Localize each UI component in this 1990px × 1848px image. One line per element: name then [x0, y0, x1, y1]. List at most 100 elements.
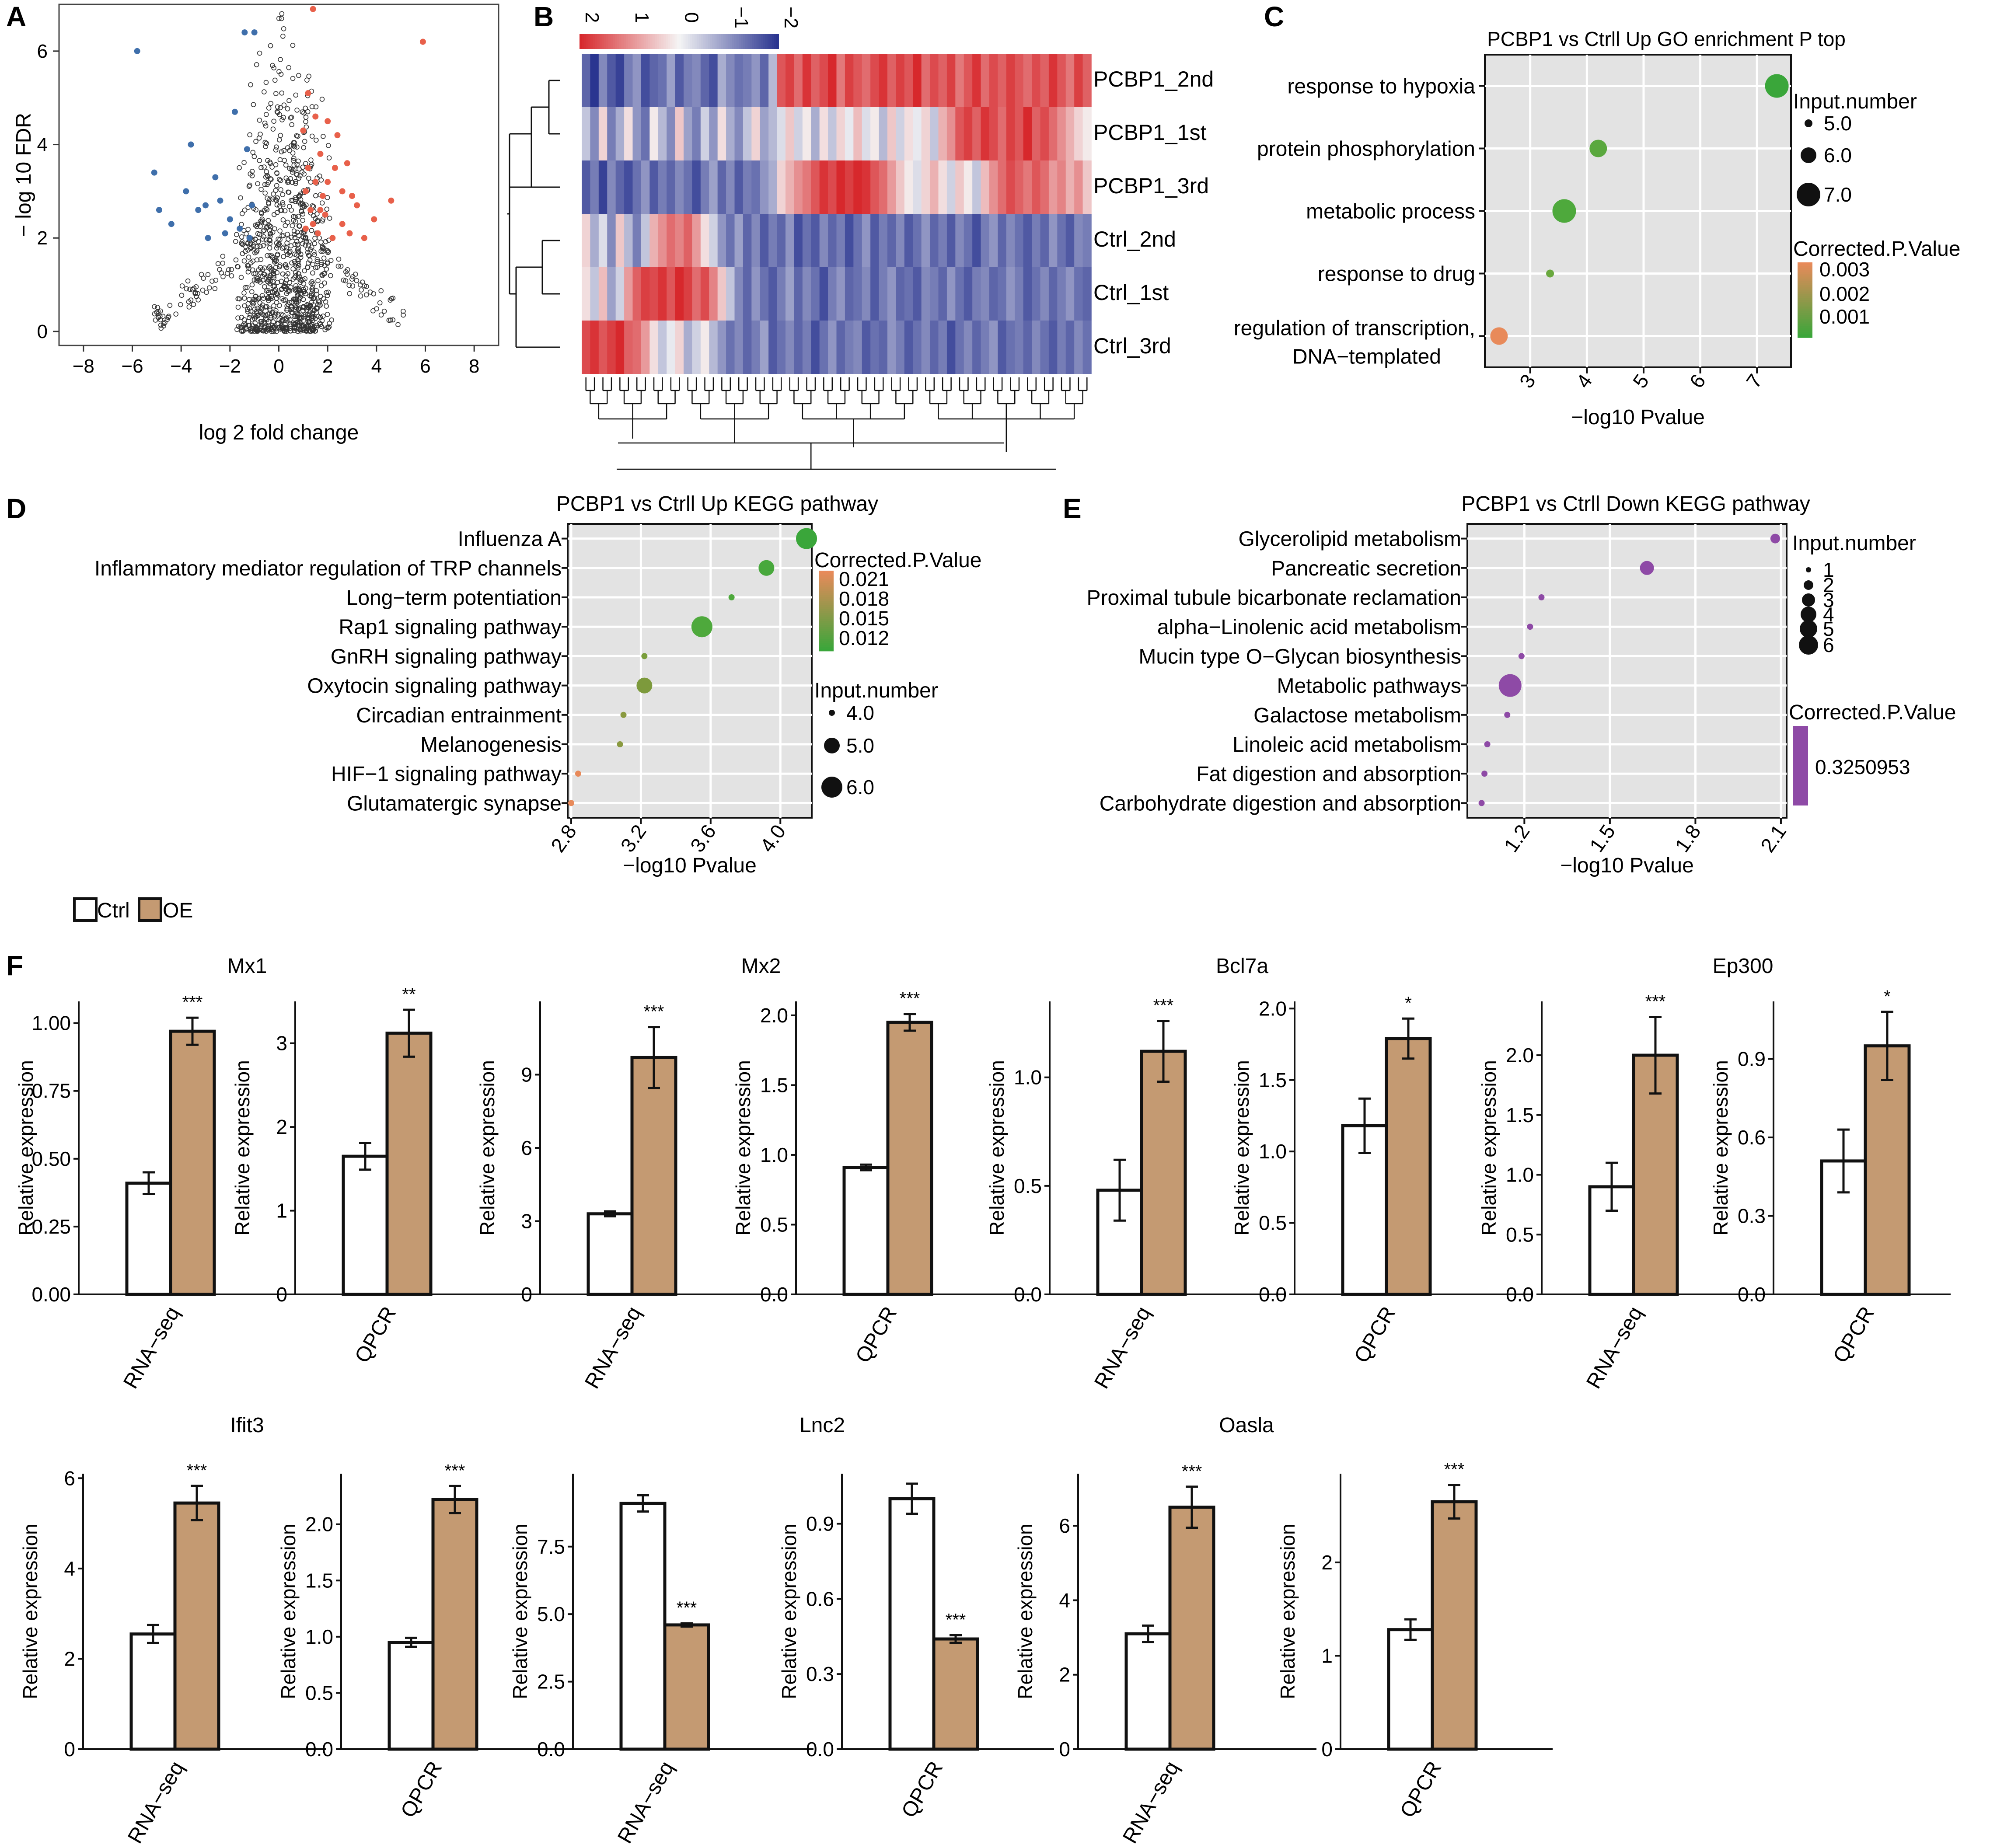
ns-gene-point	[271, 273, 276, 279]
ns-gene-point	[290, 198, 296, 203]
ns-gene-point	[173, 311, 179, 317]
color-legend-cell	[1798, 305, 1812, 308]
ns-gene-point	[252, 271, 258, 276]
heat-cell	[853, 267, 862, 321]
oe-bar	[1385, 1037, 1432, 1296]
y-tick-label: 0.0	[760, 1283, 788, 1306]
y-tick-label: 1.5	[1506, 1104, 1534, 1126]
heat-cell	[1065, 321, 1075, 374]
ns-gene-point	[268, 101, 274, 106]
heat-cell	[743, 160, 752, 214]
ns-gene-point	[257, 50, 262, 56]
ns-gene-point	[195, 291, 200, 296]
ns-gene-point	[296, 73, 301, 78]
gene-title: Lnc2	[799, 1414, 845, 1437]
y-tick-label: 2	[1059, 1663, 1070, 1686]
heat-cell	[946, 267, 956, 321]
heat-legend-cell	[767, 34, 770, 49]
down-gene-point	[244, 146, 250, 153]
ns-gene-point	[353, 272, 358, 277]
heat-cell	[590, 107, 599, 160]
heat-legend-cell	[685, 34, 688, 49]
ns-gene-point	[272, 325, 277, 330]
ns-gene-point	[292, 235, 297, 241]
ns-gene-point	[301, 287, 307, 292]
y-tick-label: 0.6	[806, 1587, 834, 1610]
ns-gene-point	[277, 228, 283, 234]
ns-gene-point	[287, 148, 292, 153]
color-legend-title: Corrected.P.Value	[1789, 701, 1956, 724]
heat-cell	[667, 267, 676, 321]
color-legend-cell	[1798, 326, 1812, 329]
ns-gene-point	[158, 322, 164, 328]
ns-gene-point	[162, 320, 168, 325]
ns-gene-point	[274, 300, 279, 305]
y-tick-label: 0.5	[305, 1681, 333, 1704]
heat-cell	[921, 321, 930, 374]
ns-gene-point	[300, 296, 306, 302]
ns-gene-point	[252, 307, 258, 312]
ns-gene-point	[335, 263, 341, 269]
ns-gene-point	[255, 231, 261, 237]
ns-gene-point	[213, 278, 219, 283]
ns-gene-point	[317, 321, 322, 326]
ns-gene-point	[267, 231, 273, 237]
heat-cell	[930, 54, 939, 107]
term-label: Pancreatic secretion	[1271, 557, 1461, 580]
ns-gene-point	[271, 303, 276, 309]
y-axis-label: Relative expression	[778, 1524, 800, 1699]
ns-gene-point	[273, 162, 279, 167]
ns-gene-point	[166, 314, 171, 319]
color-legend-label: 0.002	[1819, 282, 1870, 305]
ns-gene-point	[285, 180, 290, 185]
y-tick-label: 3	[276, 1032, 287, 1055]
up-gene-point	[305, 164, 311, 171]
heat-cell	[972, 107, 981, 160]
y-tick-label: 9	[521, 1063, 532, 1086]
ns-gene-point	[293, 92, 299, 98]
gene-title: Mx1	[227, 955, 267, 978]
up-gene-point	[325, 179, 331, 185]
ns-gene-point	[312, 236, 318, 241]
heat-cell	[1048, 321, 1058, 374]
ctrl-bar	[888, 1497, 936, 1751]
enrichment-point	[1527, 624, 1533, 630]
ns-gene-point	[235, 315, 241, 321]
ns-gene-point	[288, 115, 293, 121]
heat-cell	[938, 214, 947, 267]
ctrl-bar	[342, 1154, 389, 1296]
ns-gene-point	[264, 173, 270, 178]
heat-cell	[930, 160, 939, 214]
ns-gene-point	[390, 317, 396, 323]
ns-gene-point	[252, 236, 258, 242]
ns-gene-point	[265, 253, 270, 258]
ns-gene-point	[239, 234, 244, 240]
ns-gene-point	[240, 323, 246, 328]
heat-cell	[717, 160, 726, 214]
heat-cell	[981, 321, 990, 374]
heat-legend-cell	[593, 34, 596, 49]
panel-letter-a: A	[6, 1, 26, 32]
ns-gene-point	[291, 214, 296, 220]
heat-cell	[879, 54, 888, 107]
significance-label: ***	[1182, 1462, 1202, 1481]
y-tick-label: 0	[276, 1283, 287, 1306]
ns-gene-point	[341, 277, 346, 283]
heat-cell	[853, 160, 862, 214]
ns-gene-point	[349, 276, 355, 282]
heat-cell	[1015, 160, 1024, 214]
y-tick-label: 2.0	[305, 1513, 333, 1536]
down-gene-point	[212, 174, 219, 181]
color-legend-cell	[1798, 270, 1812, 272]
ns-gene-point	[234, 232, 239, 237]
ns-gene-point	[294, 133, 300, 139]
heat-cell	[989, 214, 998, 267]
term-label: Oxytocin signaling pathway	[307, 675, 562, 698]
heat-row-label: Ctrl_1st	[1093, 280, 1169, 305]
y-tick-label: 1.0	[1506, 1164, 1534, 1186]
heat-legend-cell	[683, 34, 686, 49]
heat-cell	[777, 214, 786, 267]
ctrl-bar	[129, 1632, 177, 1751]
enrichment-point	[1640, 561, 1654, 575]
heat-legend-cell	[681, 34, 684, 49]
